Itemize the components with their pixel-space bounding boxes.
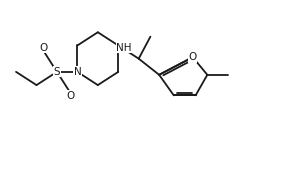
Text: N: N — [74, 67, 81, 77]
Text: NH: NH — [116, 43, 132, 53]
Text: S: S — [54, 67, 60, 77]
Text: O: O — [189, 52, 197, 62]
Text: O: O — [40, 43, 48, 53]
Text: O: O — [66, 91, 74, 101]
